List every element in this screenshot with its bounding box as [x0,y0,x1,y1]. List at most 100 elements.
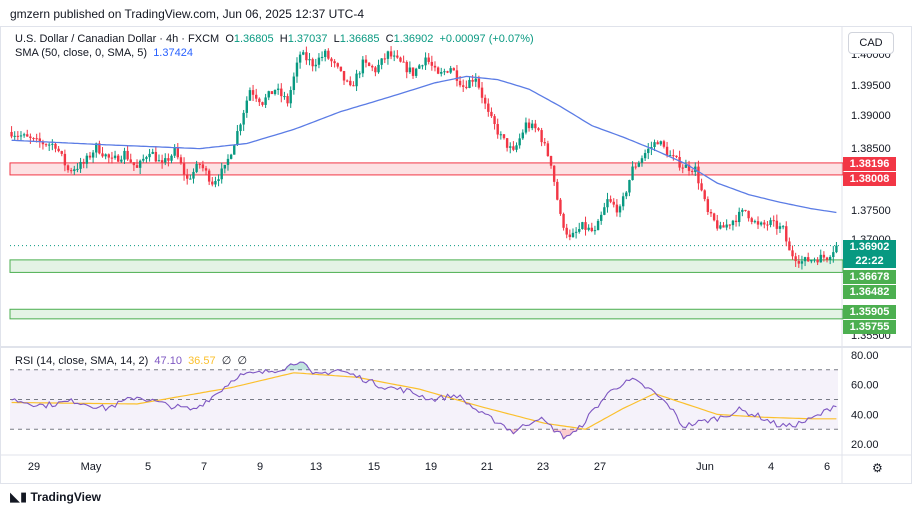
candle-body [700,183,703,191]
currency-button[interactable]: CAD [848,32,894,54]
candle-body [273,89,277,95]
rsi-tick-label: 40.00 [851,409,879,421]
candle-body [380,58,383,65]
candle-body [142,158,145,161]
candle-body [483,97,487,104]
candle-body [104,154,107,157]
time-tick-label: May [81,461,102,473]
candle-body [267,91,270,98]
tradingview-icon: ◣▮ [10,489,28,504]
candle-body [389,51,393,57]
candle-body [549,156,553,166]
candle-body [264,97,267,105]
time-tick-label: 9 [257,461,263,473]
rsi-null-1: ∅ [221,355,232,367]
candle-body [85,155,89,164]
candle-body [38,138,41,142]
candle-body [471,79,474,82]
sma-line [11,75,837,214]
candle-body [659,141,662,145]
candle-body [393,55,396,57]
candle-body [54,143,57,149]
candle-body [446,71,449,73]
candle-body [408,67,412,73]
candle-body [662,141,666,147]
candle-body [327,50,330,59]
candle-body [512,146,515,150]
candle-body [129,159,132,163]
candle-body [305,52,308,61]
close-value: 1.36902 [393,33,434,45]
candle-body [371,65,374,68]
candle-body [568,234,572,238]
time-tick-label: 15 [368,461,380,473]
candle-body [349,80,352,86]
candle-body [578,229,581,232]
candle-body [132,162,136,166]
candle-body [198,163,201,165]
candle-body [788,241,791,251]
candle-body [675,155,678,158]
candle-body [201,164,205,169]
publisher-line: gmzern published on TradingView.com, Jun… [10,7,364,21]
candle-body [640,158,644,163]
candle-body [66,165,70,171]
candle-body [452,68,455,71]
candle-body [835,245,838,253]
candle-body [443,71,446,73]
high-label: H [279,33,288,45]
candle-body [255,94,258,99]
candle-body [738,211,741,223]
candle-body [217,179,220,181]
candle-body [236,131,239,145]
candle-body [763,222,766,225]
candle-body [480,87,484,98]
candle-body [32,138,35,140]
candle-body [280,88,283,97]
low-label: L [333,33,340,45]
chart-canvas[interactable]: 1.400001.395001.390001.385001.375001.370… [0,0,912,484]
open-value: 1.36805 [233,33,274,45]
price-tag-countdown: 22:22 [843,254,896,268]
price-tag-support2-bottom: 1.35755 [843,320,896,334]
candle-body [57,148,60,152]
candle-body [615,204,619,213]
candle-body [449,68,452,73]
rsi-legend: RSI (14, close, SMA, 14, 2) 47.10 36.57 … [15,354,247,367]
candle-body [361,59,365,74]
candle-body [63,153,67,166]
candle-body [487,103,490,112]
candle-body [810,260,813,262]
grid [0,27,912,484]
candle-body [716,220,719,229]
candle-body [342,71,346,81]
candle-body [725,224,728,228]
candle-body [430,61,434,66]
candle-body [396,55,399,58]
rsi-value: 47.10 [154,355,182,367]
candle-body [345,80,349,82]
candle-body [51,143,54,145]
candle-body [684,164,688,168]
sma-50-line [11,75,837,214]
change-value: +0.00097 (+0.07%) [439,33,534,45]
candle-body [672,155,675,157]
candle-body [10,131,13,137]
candle-body [418,65,421,69]
candle-body [377,64,380,73]
candle-body [781,226,785,228]
candle-body [825,257,829,260]
candle-body [41,141,45,145]
price-tag-last: 1.36902 [843,240,896,254]
time-tick-label: 19 [425,461,437,473]
candle-body [195,163,198,172]
candle-body [101,153,104,157]
price-tick-label: 1.37500 [851,205,891,217]
candle-body [534,123,537,129]
candle-body [248,90,252,101]
candle-body [756,221,760,225]
candle-body [499,134,503,136]
candle-body [581,222,584,230]
tradingview-logo[interactable]: ◣▮ TradingView [10,489,101,505]
candle-body [606,199,609,208]
